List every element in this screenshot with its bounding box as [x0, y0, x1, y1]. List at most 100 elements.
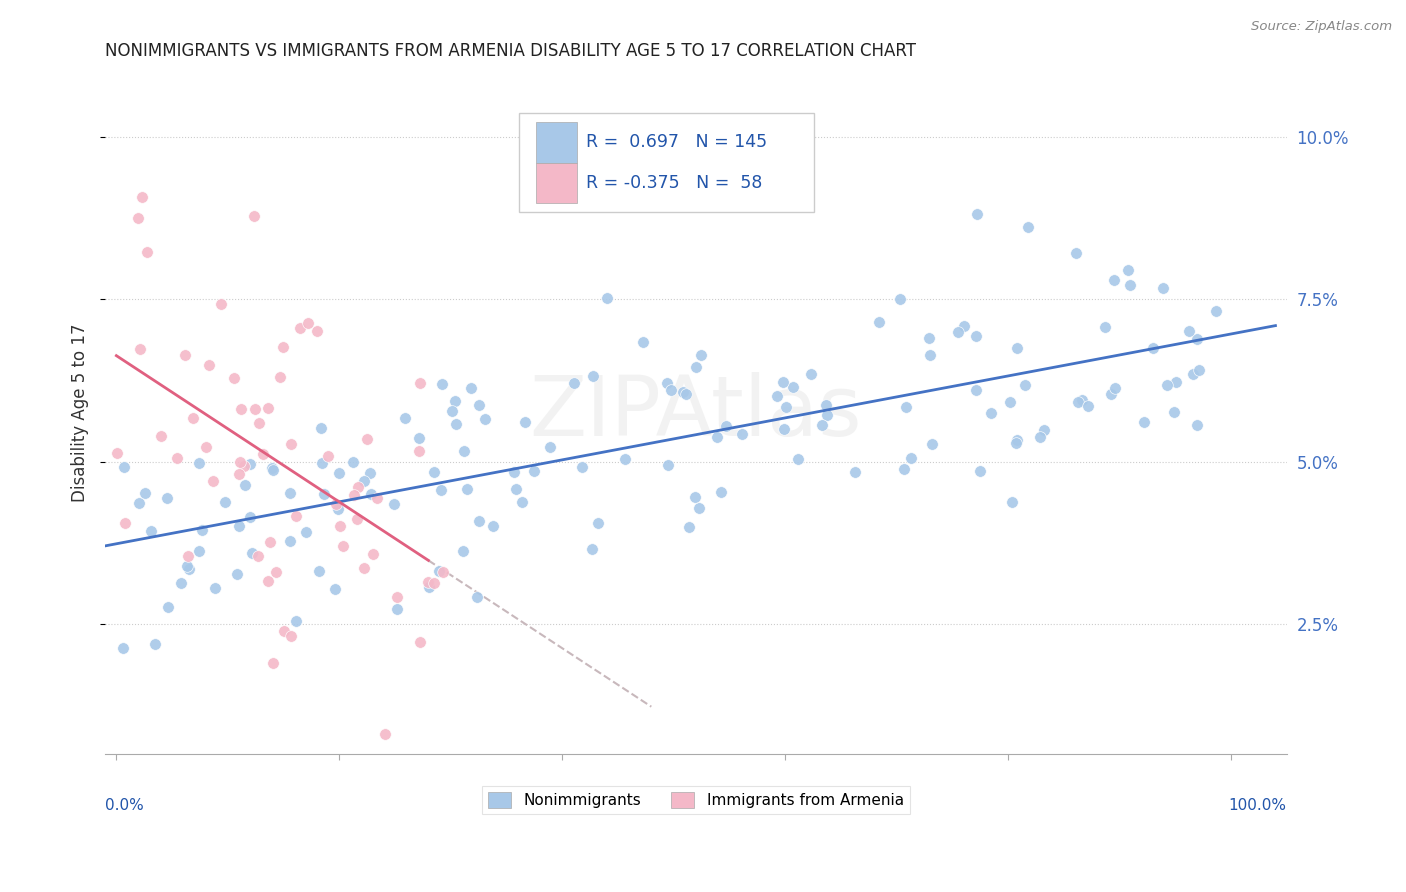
Point — [1014, 378, 1036, 392]
Point — [342, 455, 364, 469]
Point — [581, 541, 603, 556]
Text: NONIMMIGRANTS VS IMMIGRANTS FROM ARMENIA DISABILITY AGE 5 TO 17 CORRELATION CHAR: NONIMMIGRANTS VS IMMIGRANTS FROM ARMENIA… — [105, 42, 917, 60]
Point — [280, 629, 302, 643]
Point — [893, 462, 915, 476]
Point — [1001, 495, 1024, 509]
Point — [209, 297, 232, 311]
Point — [900, 450, 922, 465]
Point — [1178, 324, 1201, 338]
Point — [262, 656, 284, 670]
Point — [204, 581, 226, 595]
Point — [503, 465, 526, 479]
Point — [948, 325, 970, 339]
Point — [1099, 386, 1122, 401]
Point — [259, 534, 281, 549]
Point — [1188, 363, 1211, 377]
Point — [225, 566, 247, 581]
Point — [800, 367, 823, 381]
Point — [134, 486, 156, 500]
Point — [969, 464, 991, 478]
Text: 0.0%: 0.0% — [105, 797, 143, 813]
Point — [1164, 376, 1187, 390]
Point — [232, 459, 254, 474]
Point — [427, 564, 450, 578]
Point — [256, 574, 278, 589]
Point — [460, 381, 482, 395]
Point — [889, 292, 911, 306]
Point — [385, 591, 408, 605]
Text: R = -0.375   N =  58: R = -0.375 N = 58 — [586, 174, 762, 192]
Point — [408, 431, 430, 445]
Point — [183, 411, 205, 425]
Point — [1133, 416, 1156, 430]
Point — [195, 440, 218, 454]
Point — [505, 482, 527, 496]
Point — [787, 451, 810, 466]
Point — [309, 421, 332, 435]
Point — [363, 547, 385, 561]
Point — [1142, 341, 1164, 355]
Point — [1187, 417, 1209, 432]
Point — [1029, 430, 1052, 444]
Point — [229, 402, 252, 417]
Point — [672, 384, 695, 399]
Point — [240, 546, 263, 560]
Point — [1102, 273, 1125, 287]
Point — [510, 494, 533, 508]
Point — [228, 467, 250, 482]
Point — [953, 318, 976, 333]
Point — [256, 401, 278, 416]
Point — [465, 590, 488, 604]
Point — [811, 417, 834, 432]
Point — [965, 328, 987, 343]
Point — [918, 331, 941, 345]
Point — [247, 416, 270, 430]
Point — [474, 411, 496, 425]
Point — [1005, 434, 1028, 448]
Point — [366, 491, 388, 505]
Point — [1119, 278, 1142, 293]
Point — [353, 561, 375, 575]
Point — [706, 430, 728, 444]
Point — [772, 422, 794, 436]
Point — [235, 477, 257, 491]
Point — [166, 451, 188, 466]
Point — [481, 519, 503, 533]
Point — [918, 348, 941, 362]
Point — [246, 549, 269, 564]
Point — [143, 637, 166, 651]
Point — [394, 410, 416, 425]
FancyBboxPatch shape — [537, 163, 576, 203]
Point — [191, 523, 214, 537]
Legend: Nonimmigrants, Immigrants from Armenia: Nonimmigrants, Immigrants from Armenia — [482, 786, 910, 814]
Point — [273, 624, 295, 639]
Point — [273, 340, 295, 354]
Point — [307, 324, 329, 338]
Point — [423, 465, 446, 479]
Point — [453, 443, 475, 458]
Point — [444, 417, 467, 432]
Point — [782, 380, 804, 394]
Point — [332, 539, 354, 553]
Point — [1007, 342, 1029, 356]
Point — [323, 582, 346, 597]
Point — [409, 376, 432, 390]
Point — [1185, 332, 1208, 346]
Point — [659, 383, 682, 397]
Point — [243, 401, 266, 416]
Point — [356, 432, 378, 446]
Text: R =  0.697   N = 145: R = 0.697 N = 145 — [586, 134, 768, 152]
Point — [280, 437, 302, 451]
Point — [288, 321, 311, 335]
Point — [201, 475, 224, 489]
Point — [228, 518, 250, 533]
Point — [141, 524, 163, 538]
Point — [1064, 246, 1087, 260]
Point — [170, 575, 193, 590]
Point — [965, 383, 987, 397]
Point — [374, 727, 396, 741]
Point — [596, 291, 619, 305]
Point — [346, 512, 368, 526]
Point — [714, 418, 737, 433]
Point — [1033, 423, 1056, 437]
